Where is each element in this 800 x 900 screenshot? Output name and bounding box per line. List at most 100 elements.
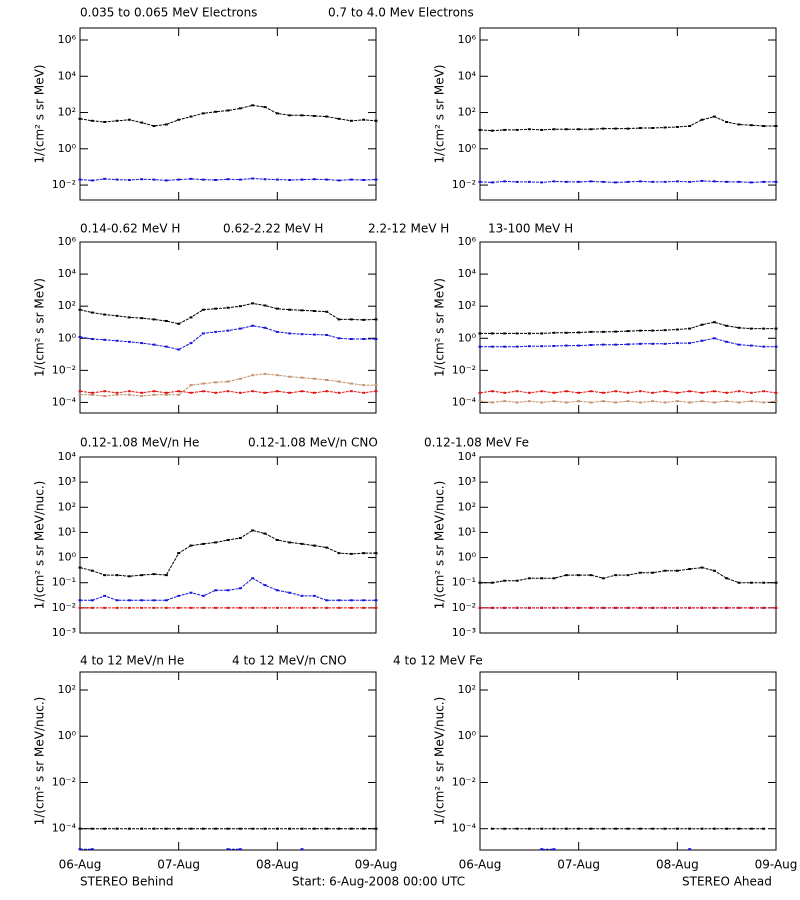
data-point	[614, 606, 618, 609]
legend-entry: 0.12-1.08 MeV/n CNO	[248, 436, 378, 450]
y-tick-label: 10⁰	[458, 729, 477, 742]
data-point	[238, 848, 242, 851]
legend-entry: 4 to 12 MeV/n CNO	[232, 654, 347, 668]
x-tick-label: 09-Aug	[355, 858, 398, 872]
legend-entry: 0.62-2.22 MeV H	[223, 222, 323, 236]
y-tick-label: 10⁻⁴	[452, 395, 477, 408]
data-trace	[479, 116, 776, 132]
data-point	[374, 606, 378, 609]
y-tick-label: 10⁻²	[452, 178, 476, 191]
legend-entry: 0.7 to 4.0 Mev Electrons	[328, 6, 474, 20]
legend-entry: 0.12-1.08 MeV Fe	[424, 436, 529, 450]
data-point	[189, 391, 193, 394]
x-tick-label: 06-Aug	[59, 858, 102, 872]
y-tick-label: 10⁰	[58, 551, 77, 564]
data-point	[749, 827, 753, 830]
data-point	[251, 529, 255, 532]
data-trace	[79, 390, 377, 394]
y-tick-label: 10⁰	[58, 729, 77, 742]
plot-frame	[479, 241, 777, 414]
data-point	[614, 127, 618, 130]
data-point	[164, 123, 168, 126]
plot-frame	[479, 671, 777, 851]
y-tick-label: 10²	[58, 683, 76, 696]
data-point	[564, 574, 568, 577]
data-point	[663, 569, 667, 572]
data-point	[201, 542, 205, 545]
x-tick-label: 07-Aug	[157, 858, 200, 872]
footer-center: Start: 6-Aug-2008 00:00 UTC	[292, 875, 465, 889]
data-point	[201, 178, 205, 181]
data-point	[374, 827, 378, 830]
data-point	[614, 827, 618, 830]
data-point	[712, 321, 716, 324]
data-point	[164, 599, 168, 602]
data-point	[177, 348, 181, 351]
footer-right: STEREO Ahead	[682, 875, 772, 889]
y-axis-label: 1/(cm² s sr MeV)	[33, 65, 47, 164]
data-point	[762, 180, 766, 183]
data-point	[189, 177, 193, 180]
data-point	[337, 318, 341, 321]
y-tick-label: 10⁻⁴	[52, 395, 77, 408]
data-point	[712, 401, 716, 404]
data-point	[589, 401, 593, 404]
y-axis-label: 1/(cm² s sr MeV)	[33, 278, 47, 377]
data-trace	[480, 321, 776, 334]
data-trace	[480, 567, 776, 584]
data-point	[601, 827, 605, 830]
y-tick-label: 10⁻³	[452, 626, 476, 639]
plot-frame	[79, 27, 377, 201]
data-point	[164, 319, 168, 322]
y-tick-label: 10⁴	[58, 267, 77, 280]
plot-frame	[79, 241, 377, 414]
data-point	[300, 542, 304, 545]
data-point	[312, 544, 316, 547]
legend-entry: 4 to 12 MeV/n He	[80, 654, 184, 668]
data-point	[601, 606, 605, 609]
data-point	[362, 338, 366, 341]
plot-frame	[79, 456, 377, 634]
y-axis-label: 1/(cm² s sr MeV/nuc.)	[433, 697, 447, 826]
data-point	[275, 307, 279, 310]
data-point	[300, 114, 304, 117]
data-point	[762, 827, 766, 830]
data-point	[564, 390, 568, 393]
data-point	[164, 391, 168, 394]
data-trace	[479, 400, 777, 403]
y-tick-label: 10²	[58, 500, 76, 513]
data-point	[189, 544, 193, 547]
y-tick-label: 10²	[58, 106, 76, 119]
data-point	[349, 338, 353, 341]
y-axis-label: 1/(cm² s sr MeV/nuc.)	[433, 481, 447, 610]
footer-left: STEREO Behind	[80, 875, 174, 889]
y-tick-label: 10⁰	[58, 331, 77, 344]
data-point	[349, 178, 353, 181]
data-point	[614, 330, 618, 333]
data-point	[774, 400, 778, 403]
y-tick-label: 10⁴	[458, 69, 477, 82]
data-point	[601, 400, 605, 403]
data-point	[349, 318, 353, 321]
data-point	[601, 180, 605, 183]
data-point	[214, 381, 218, 384]
data-point	[288, 114, 292, 117]
data-point	[700, 118, 704, 121]
data-point	[263, 326, 267, 329]
data-point	[478, 180, 482, 183]
y-tick-label: 10⁶	[58, 33, 77, 46]
data-point	[300, 390, 304, 393]
data-point	[614, 181, 618, 184]
x-tick-label: 07-Aug	[557, 858, 600, 872]
data-point	[325, 178, 329, 181]
data-trace	[480, 337, 776, 348]
y-tick-label: 10⁰	[58, 142, 77, 155]
data-point	[478, 400, 482, 403]
data-point	[374, 338, 378, 341]
data-point	[362, 599, 366, 602]
plot-frame	[79, 671, 377, 851]
y-axis-label: 1/(cm² s sr MeV/nuc.)	[33, 481, 47, 610]
data-point	[288, 308, 292, 311]
data-point	[164, 574, 168, 577]
